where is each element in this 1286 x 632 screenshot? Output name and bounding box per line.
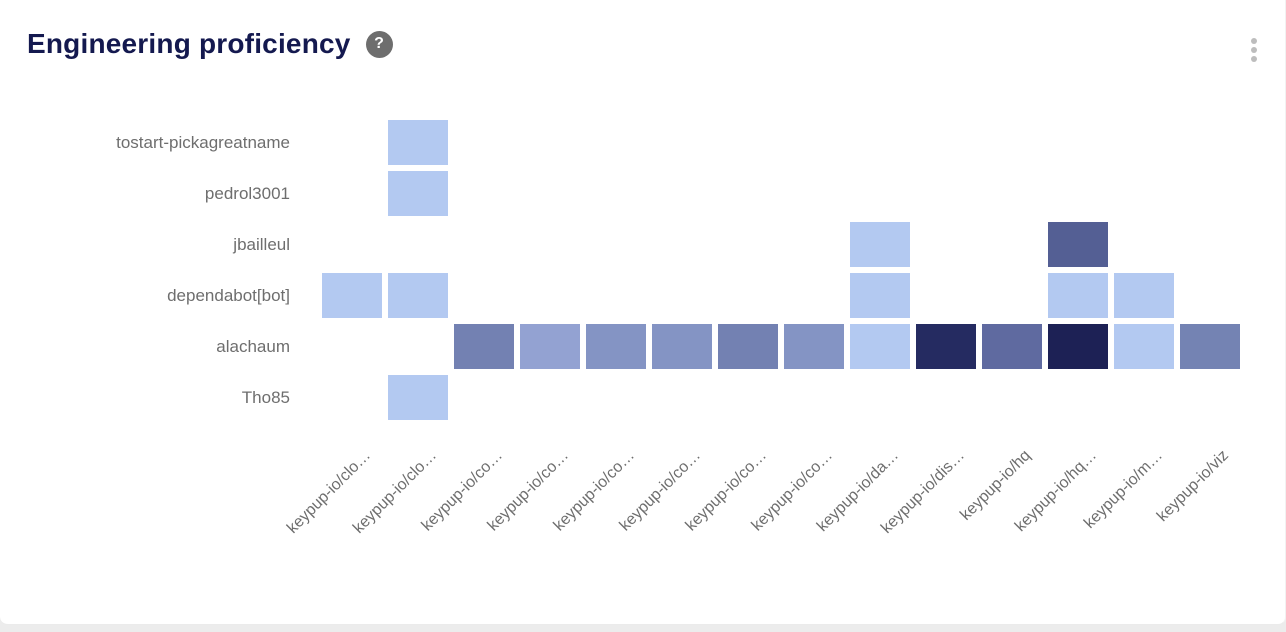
heatmap-cell[interactable]	[916, 324, 976, 369]
kebab-dot	[1251, 56, 1257, 62]
heatmap-cell[interactable]	[784, 324, 844, 369]
y-axis-label-tho85: Tho85	[241, 388, 290, 407]
heatmap-cell[interactable]	[388, 273, 448, 318]
heatmap-cell[interactable]	[388, 171, 448, 216]
heatmap-cell[interactable]	[520, 324, 580, 369]
y-axis-label-dependabot-bot-: dependabot[bot]	[167, 286, 290, 305]
y-axis-label-jbailleul: jbailleul	[233, 235, 290, 254]
card-header: Engineering proficiency ?	[27, 28, 1265, 60]
heatmap-cell[interactable]	[1048, 324, 1108, 369]
kebab-dot	[1251, 47, 1257, 53]
heatmap-cell[interactable]	[850, 222, 910, 267]
page-title: Engineering proficiency	[27, 28, 351, 59]
heatmap-cell[interactable]	[850, 324, 910, 369]
y-axis-label-pedrol3001: pedrol3001	[204, 184, 290, 203]
heatmap-cell[interactable]	[1048, 222, 1108, 267]
heatmap-cell[interactable]	[322, 273, 382, 318]
y-axis-label-tostart-pickagreatname: tostart-pickagreatname	[116, 133, 290, 152]
heatmap-cell[interactable]	[982, 324, 1042, 369]
kebab-menu-icon[interactable]	[1249, 36, 1259, 64]
help-icon-glyph: ?	[374, 35, 384, 52]
heatmap-cell[interactable]	[1048, 273, 1108, 318]
heatmap-cell[interactable]	[652, 324, 712, 369]
heatmap-cell[interactable]	[718, 324, 778, 369]
heatmap-cell[interactable]	[1114, 324, 1174, 369]
heatmap-cell[interactable]	[850, 273, 910, 318]
kebab-dot	[1251, 38, 1257, 44]
heatmap-cell[interactable]	[1180, 324, 1240, 369]
heatmap-cell[interactable]	[586, 324, 646, 369]
y-axis-label-alachaum: alachaum	[216, 337, 290, 356]
heatmap-cell[interactable]	[454, 324, 514, 369]
heatmap-cell[interactable]	[1114, 273, 1174, 318]
heatmap-cell[interactable]	[388, 120, 448, 165]
heatmap-cell[interactable]	[388, 375, 448, 420]
help-icon[interactable]: ?	[365, 30, 393, 58]
